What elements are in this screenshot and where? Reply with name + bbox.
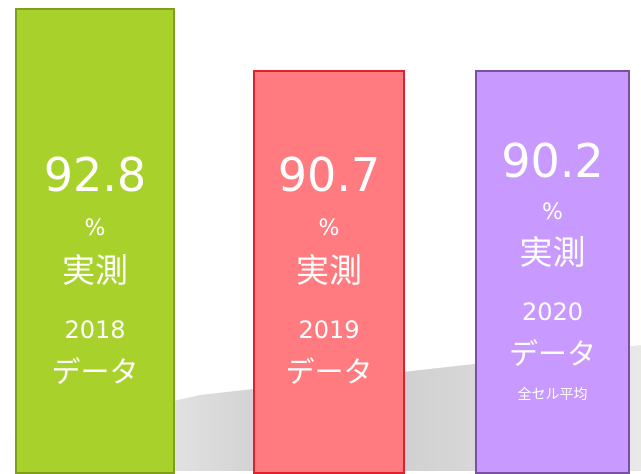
label: 実測 xyxy=(519,233,586,272)
value: 90.7 xyxy=(277,148,381,202)
value: 92.8 xyxy=(43,148,147,202)
sub: データ xyxy=(51,355,139,389)
sub: データ xyxy=(285,355,373,389)
label: 実測 xyxy=(62,251,128,290)
unit: % xyxy=(84,216,106,241)
sub: データ xyxy=(508,337,596,371)
bar-2020: 90.2 % 実測 2020 データ 全セル平均 xyxy=(475,70,630,474)
note: 全セル平均 xyxy=(517,387,588,403)
year: 2020 xyxy=(521,298,584,326)
year: 2019 xyxy=(298,316,360,344)
unit: % xyxy=(542,200,563,225)
year: 2018 xyxy=(64,316,126,344)
label: 実測 xyxy=(296,251,362,290)
value: 90.2 xyxy=(501,134,604,188)
bar-2019: 90.7 % 実測 2019 データ xyxy=(253,70,405,474)
bar-2018: 92.8 % 実測 2018 データ xyxy=(15,8,175,474)
unit: % xyxy=(318,216,340,241)
